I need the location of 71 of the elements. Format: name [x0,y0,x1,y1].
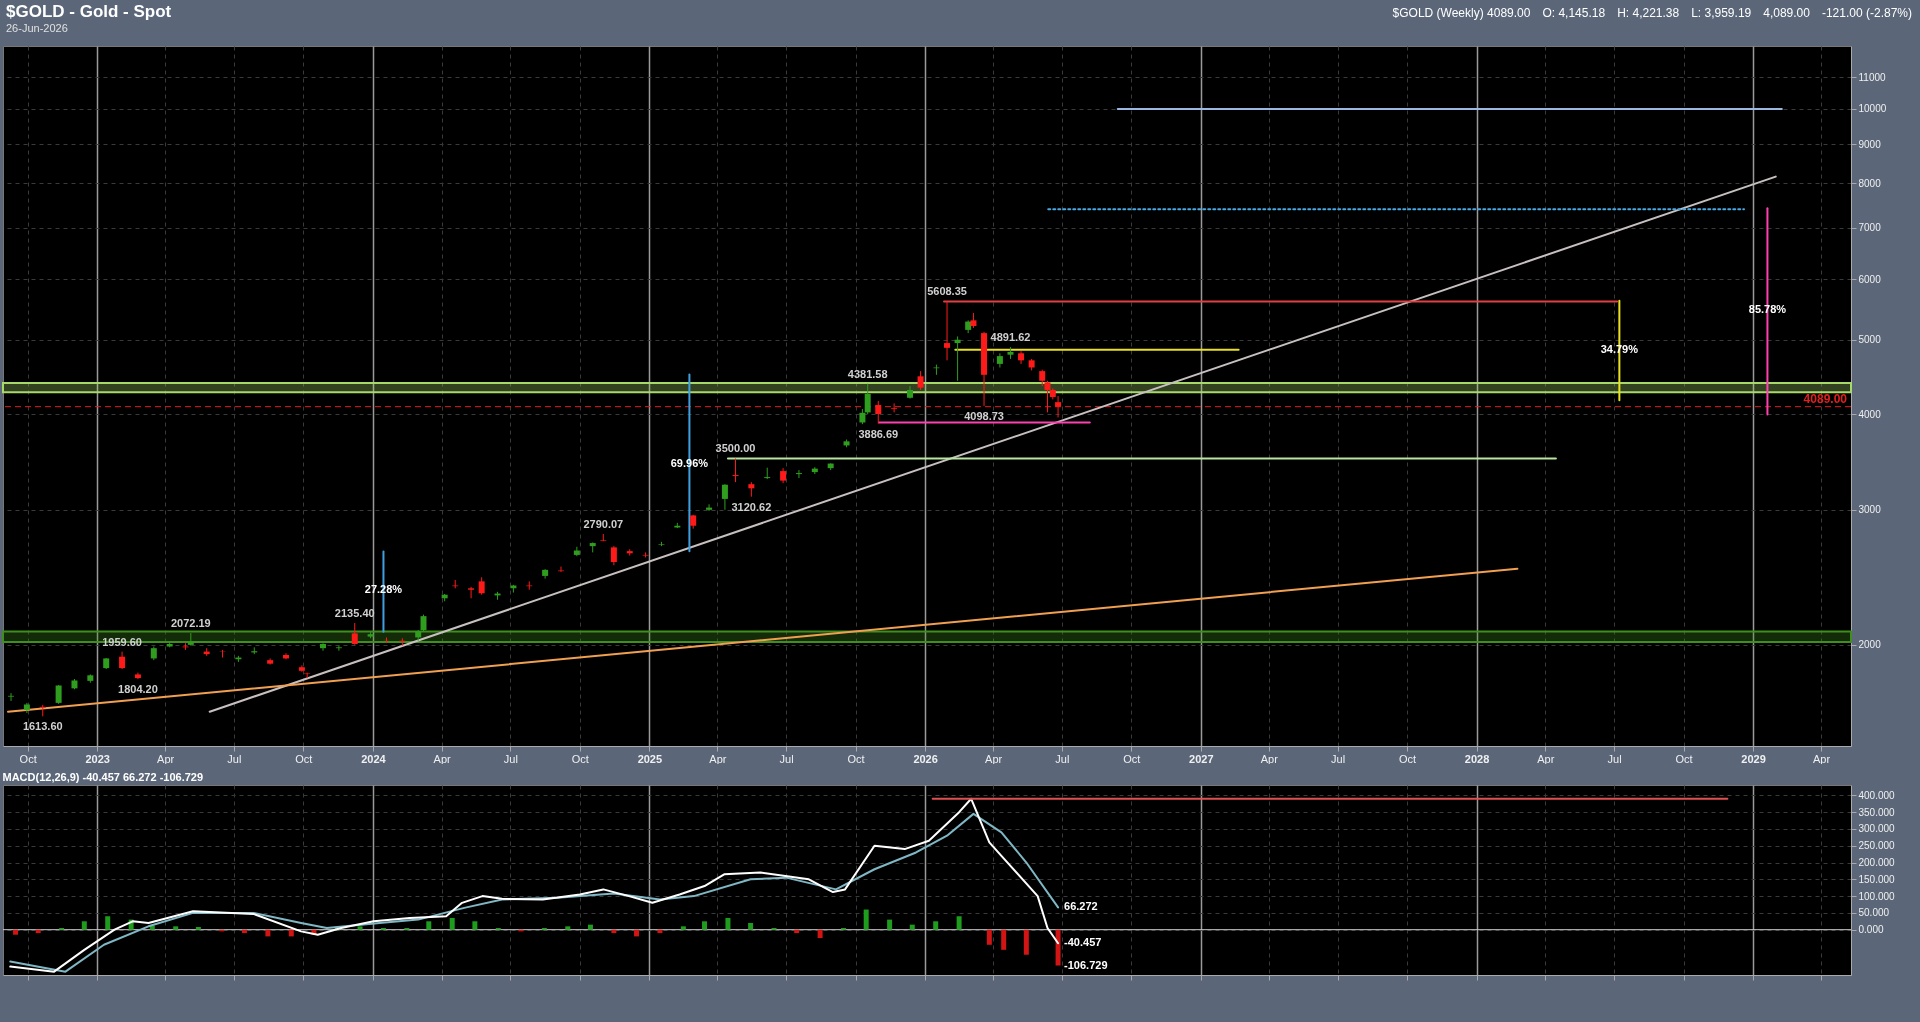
y-tick-label: 0.000 [1858,924,1884,936]
x-tick-label: Jul [1055,752,1070,765]
x-tick-label: 2026 [913,752,938,765]
annotation: 4098.73 [964,409,1004,422]
annotation: 3500.00 [715,442,756,455]
y-tick-label: 3000 [1858,504,1882,516]
x-tick-label: 2025 [637,752,663,765]
x-tick-label: Apr [157,752,175,765]
text: 4,089.00 [1763,6,1810,20]
y-tick-label: 9000 [1858,138,1882,150]
y-tick-label: 11000 [1858,71,1886,83]
y-tick-label: 4000 [1858,408,1882,420]
x-tick-label: Oct [1675,752,1693,765]
y-tick-label: 250.000 [1858,840,1896,852]
annotation: -40.457 [1064,936,1102,949]
y-tick-label: 8000 [1858,177,1882,189]
y-tick-label: 400.000 [1858,789,1896,801]
x-tick-label: Apr [1537,752,1555,765]
x-tick-label: Oct [847,752,865,765]
y-tick-label: 10000 [1858,103,1887,115]
x-tick-label: Oct [571,752,589,765]
x-tick-label: Jul [227,752,242,765]
annotation: 2790.07 [583,517,624,530]
annotation: 2072.19 [170,617,211,630]
text: $GOLD (Weekly) 4089.00 [1392,6,1531,20]
text: L: 3,959.19 [1691,6,1752,20]
x-tick-label: 2024 [361,752,387,765]
x-tick-label: Jul [503,752,518,765]
x-tick-label: 2027 [1189,752,1214,765]
annotation: 1804.20 [118,683,158,696]
annotation: 1959.60 [102,635,142,648]
x-tick-label: Apr [985,752,1003,765]
text: H: 4,221.38 [1617,6,1680,20]
annotation: 1613.60 [22,720,63,733]
y-tick-label: 7000 [1858,222,1882,234]
y-tick-label: 5000 [1858,334,1882,346]
y-tick-label: 50.000 [1858,907,1890,919]
annotation: 4381.58 [847,367,888,380]
chart-title: $GOLD - Gold - Spot [6,2,172,21]
x-tick-label: Oct [1123,752,1141,765]
y-tick-label: 100.000 [1858,890,1896,902]
y-tick-label: 200.000 [1858,857,1896,869]
y-tick-label: 150.000 [1858,873,1896,885]
text: O: 4,145.18 [1542,6,1606,20]
annotation: 66.272 [1064,900,1098,913]
x-tick-label: Oct [1399,752,1417,765]
x-tick-label: 2023 [85,752,110,765]
x-tick-label: Apr [709,752,727,765]
y-tick-label: 300.000 [1858,823,1896,835]
x-tick-label: 2029 [1741,752,1766,765]
y-tick-label: 6000 [1858,273,1882,285]
annotation: 3120.62 [731,500,772,513]
x-tick-label: Apr [1813,752,1831,765]
annotation: -106.729 [1064,958,1108,971]
chart-title: MACD(12,26,9) -40.457 66.272 -106.729 [2,771,204,783]
annotation: 3886.69 [858,427,899,440]
x-tick-label: Jul [1331,752,1346,765]
text: -121.00 (-2.87%) [1821,6,1912,20]
x-tick-label: Jul [1607,752,1622,765]
annotation: 5608.35 [927,285,967,298]
x-tick-label: Jul [779,752,794,765]
x-tick-label: Oct [295,752,313,765]
x-tick-label: 2028 [1464,752,1490,765]
ref-line-label: 4089.00 [1803,391,1848,406]
y-tick-label: 350.000 [1858,806,1896,818]
chart-subtitle: 26-Jun-2026 [6,22,69,34]
x-tick-label: Oct [19,752,37,765]
x-tick-label: Apr [1260,752,1279,765]
x-tick-label: Apr [433,752,452,765]
annotation: 4891.62 [990,331,1031,344]
y-tick-label: 2000 [1858,639,1882,651]
